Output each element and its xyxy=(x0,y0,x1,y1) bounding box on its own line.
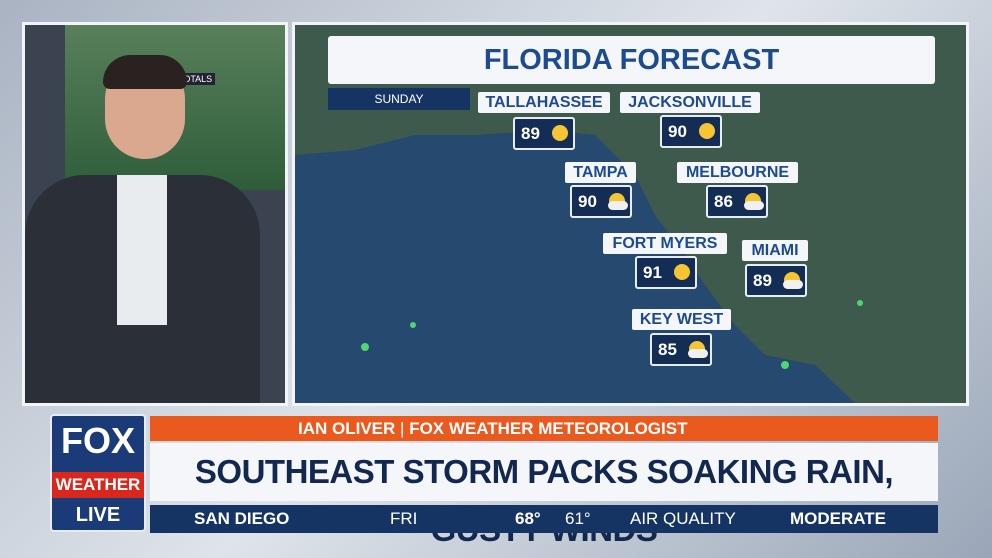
temp-value: 85 xyxy=(658,340,677,359)
city-name: KEY WEST xyxy=(632,309,731,330)
temp-value: 86 xyxy=(714,192,733,211)
rain xyxy=(857,300,863,306)
city-name: MELBOURNE xyxy=(677,162,798,183)
city-name: MIAMI xyxy=(742,240,808,261)
ticker-day: FRI xyxy=(390,509,418,528)
cloud-icon xyxy=(783,280,803,289)
ticker: SAN DIEGO FRI 68° 61° AIR QUALITY MODERA… xyxy=(150,505,938,533)
city-temp: 89 xyxy=(513,117,575,150)
weather-icon xyxy=(699,123,715,139)
ticker-location: SAN DIEGO xyxy=(194,509,290,528)
rain xyxy=(781,361,789,369)
temp-value: 89 xyxy=(753,271,772,290)
logo-fox: FOX xyxy=(60,420,135,461)
city-temp: 85 xyxy=(650,333,712,366)
cloud-icon xyxy=(688,349,708,358)
map-title: FLORIDA FORECAST xyxy=(328,36,935,84)
weather-icon xyxy=(674,264,690,280)
city-name: TALLAHASSEE xyxy=(478,92,610,113)
rain xyxy=(361,343,369,351)
rain xyxy=(410,322,416,328)
presenter-hair xyxy=(103,55,187,89)
presenter-role: FOX WEATHER METEOROLOGIST xyxy=(409,419,688,438)
presenter-name: IAN OLIVER xyxy=(298,419,396,438)
cloud-icon xyxy=(608,201,628,210)
separator: | xyxy=(400,419,405,438)
city-temp: 91 xyxy=(635,256,697,289)
ticker-air-value: MODERATE xyxy=(790,509,887,528)
ticker-low: 61° xyxy=(565,509,591,528)
headline: SOUTHEAST STORM PACKS SOAKING RAIN, GUST… xyxy=(150,443,938,548)
weather-icon xyxy=(552,125,568,141)
map-day: SUNDAY xyxy=(328,88,470,110)
logo-live: LIVE xyxy=(75,504,121,526)
city-temp: 90 xyxy=(570,185,632,218)
ticker-high: 68° xyxy=(515,509,541,528)
temp-value: 90 xyxy=(668,122,687,141)
logo: FOX WEATHER LIVE xyxy=(50,414,146,532)
temp-value: 91 xyxy=(643,263,662,282)
city-temp: 90 xyxy=(660,115,722,148)
temp-value: 90 xyxy=(578,192,597,211)
city-name: FORT MYERS xyxy=(603,233,727,254)
land xyxy=(295,25,966,403)
city-name: TAMPA xyxy=(565,162,636,183)
video-panel: TOTALS xyxy=(22,22,288,406)
city-name: JACKSONVILLE xyxy=(620,92,760,113)
name-bar: IAN OLIVER | FOX WEATHER METEOROLOGIST xyxy=(150,416,938,441)
cloud-icon xyxy=(744,201,764,210)
temp-value: 89 xyxy=(521,124,540,143)
ticker-air-label: AIR QUALITY xyxy=(630,509,736,528)
presenter-shirt xyxy=(117,175,167,325)
logo-weather: WEATHER xyxy=(52,472,144,498)
city-temp: 89 xyxy=(745,264,807,297)
city-temp: 86 xyxy=(706,185,768,218)
